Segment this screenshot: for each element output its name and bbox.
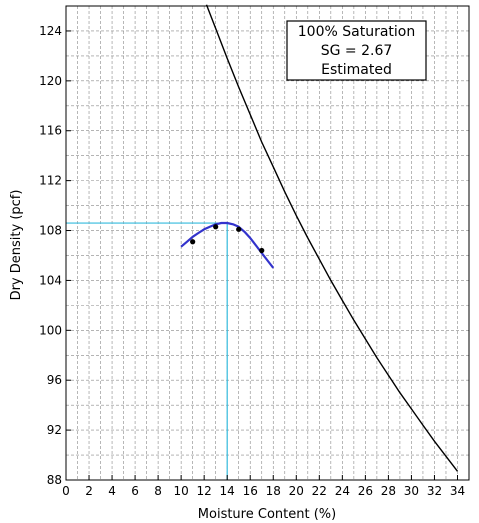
x-tick-label: 34 (450, 484, 465, 498)
x-tick-label: 24 (335, 484, 350, 498)
y-tick-label: 124 (39, 24, 62, 38)
x-tick-label: 26 (358, 484, 373, 498)
annotation-frame (286, 20, 427, 81)
y-tick-label: 120 (39, 74, 62, 88)
x-tick-label: 0 (62, 484, 70, 498)
x-tick-label: 28 (381, 484, 396, 498)
test-point (190, 239, 196, 245)
x-axis-title: Moisture Content (%) (198, 507, 336, 522)
y-tick-label: 108 (39, 224, 62, 238)
x-tick-label: 20 (289, 484, 304, 498)
x-tick-label: 22 (312, 484, 327, 498)
test-point (236, 226, 242, 232)
annotation-line-3: Estimated (321, 62, 392, 78)
x-tick-label: 8 (154, 484, 162, 498)
x-tick-labels: 0 2 4 6 8 10 12 14 16 18 20 22 24 26 28 30 32 34 (62, 475, 465, 498)
compaction-curve-line (180, 221, 275, 269)
y-tick-label: 92 (47, 423, 62, 437)
y-tick-label: 116 (39, 124, 62, 138)
y-tick-label: 112 (39, 174, 62, 188)
x-tick-label: 30 (404, 484, 419, 498)
annotation-box: 100% Saturation SG = 2.67 Estimated (286, 20, 427, 81)
x-tick-label: 16 (243, 484, 258, 498)
y-tick-label: 100 (39, 323, 62, 337)
test-point (213, 224, 219, 230)
y-tick-label: 88 (47, 473, 62, 487)
x-tick-label: 6 (131, 484, 139, 498)
y-axis-title: Dry Density (pcf) (9, 190, 24, 301)
y-tick-label: 104 (39, 273, 62, 287)
x-tick-label: 4 (108, 484, 116, 498)
x-tick-label: 18 (266, 484, 281, 498)
x-tick-label: 2 (85, 484, 93, 498)
x-tick-label: 12 (197, 484, 212, 498)
x-tick-label: 14 (220, 484, 235, 498)
zero-air-voids-line (205, 4, 459, 472)
x-tick-label: 10 (174, 484, 189, 498)
reference-lines (66, 222, 228, 480)
plot-frame (65, 5, 470, 481)
y-tick-labels: 88 92 96 100 104 108 112 116 120 124 (39, 24, 71, 487)
series-group (180, 4, 459, 472)
test-point (259, 247, 265, 254)
annotation-line-1: 100% Saturation (298, 24, 415, 40)
x-tick-label: 32 (427, 484, 442, 498)
grid-lines (65, 5, 470, 481)
annotation-line-2: SG = 2.67 (321, 43, 393, 59)
y-tick-label: 96 (47, 373, 62, 387)
